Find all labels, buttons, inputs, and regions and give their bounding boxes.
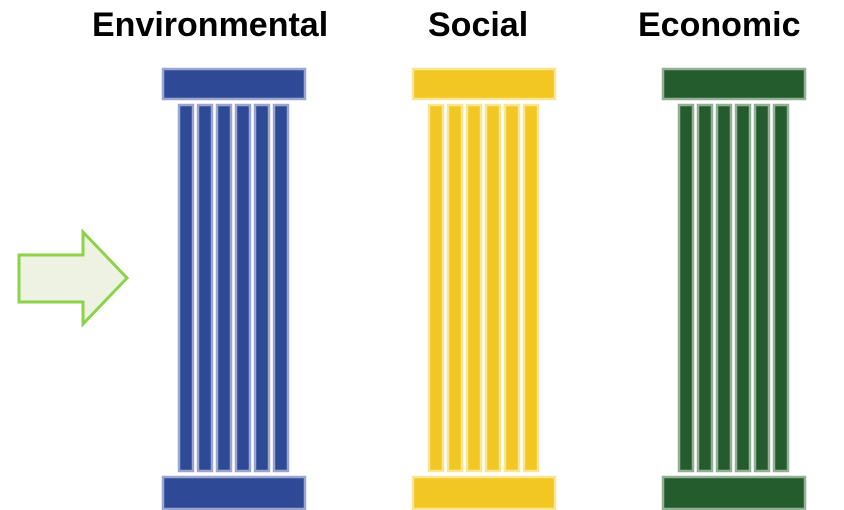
pillar-flute — [196, 103, 214, 473]
pillar-flute — [753, 103, 771, 473]
pillar-capital — [161, 67, 307, 101]
pillar-flute — [503, 103, 521, 473]
pillar-base — [411, 475, 557, 510]
pillar-environmental — [161, 67, 307, 510]
pillar-social — [411, 67, 557, 510]
pillar-label-economic: Economic — [638, 6, 801, 44]
pillar-flute — [696, 103, 714, 473]
pillar-flute — [484, 103, 502, 473]
pillar-flute — [177, 103, 195, 473]
pillar-flute — [253, 103, 271, 473]
right-arrow-icon — [17, 228, 130, 328]
pillar-capital — [411, 67, 557, 101]
pillar-flute — [234, 103, 252, 473]
pillar-label-environmental: Environmental — [92, 6, 329, 44]
pillar-flute — [772, 103, 790, 473]
pillar-flute — [446, 103, 464, 473]
pillar-flute — [272, 103, 290, 473]
pillar-flute — [677, 103, 695, 473]
pillar-flute — [465, 103, 483, 473]
pillar-flute — [427, 103, 445, 473]
pillar-base — [161, 475, 307, 510]
pillar-economic — [661, 67, 807, 510]
pillar-capital — [661, 67, 807, 101]
pillar-flute — [734, 103, 752, 473]
pillar-flute — [522, 103, 540, 473]
pillar-flute — [215, 103, 233, 473]
pillar-label-social: Social — [428, 6, 529, 44]
pillar-base — [661, 475, 807, 510]
pillar-flute — [715, 103, 733, 473]
